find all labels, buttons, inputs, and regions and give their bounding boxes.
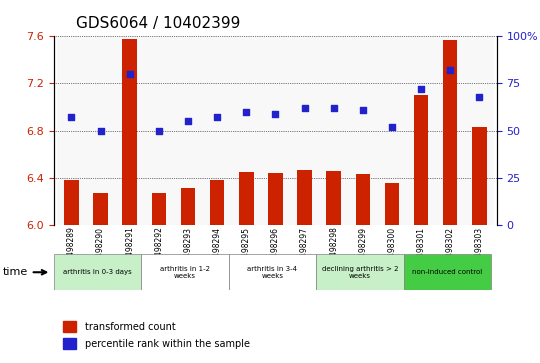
- FancyBboxPatch shape: [54, 254, 141, 290]
- Bar: [64, 180, 79, 225]
- Text: percentile rank within the sample: percentile rank within the sample: [85, 339, 250, 349]
- FancyBboxPatch shape: [229, 254, 316, 290]
- Point: [271, 111, 280, 117]
- Text: transformed count: transformed count: [85, 322, 176, 331]
- Point: [417, 86, 426, 92]
- Bar: [210, 180, 225, 225]
- Text: GSM1498290: GSM1498290: [96, 227, 105, 277]
- Text: GSM1498292: GSM1498292: [154, 227, 164, 277]
- Bar: [93, 193, 108, 225]
- Bar: [407, 36, 436, 225]
- Bar: [152, 193, 166, 225]
- Bar: [290, 36, 319, 225]
- Text: GSM1498302: GSM1498302: [446, 227, 455, 277]
- Bar: [239, 172, 254, 225]
- Bar: [348, 36, 377, 225]
- Bar: [202, 36, 232, 225]
- Bar: [465, 36, 494, 225]
- Text: GDS6064 / 10402399: GDS6064 / 10402399: [76, 16, 240, 31]
- Bar: [86, 36, 115, 225]
- Text: GSM1498291: GSM1498291: [125, 227, 134, 277]
- Bar: [414, 95, 428, 225]
- Point: [359, 107, 367, 113]
- Bar: [232, 36, 261, 225]
- Text: arthritis in 0-3 days: arthritis in 0-3 days: [63, 269, 132, 275]
- Point: [388, 124, 396, 130]
- Bar: [377, 36, 407, 225]
- Text: GSM1498298: GSM1498298: [329, 227, 338, 277]
- Text: arthritis in 1-2
weeks: arthritis in 1-2 weeks: [160, 266, 210, 279]
- Bar: [173, 36, 202, 225]
- Bar: [144, 36, 173, 225]
- Bar: [472, 127, 487, 225]
- Text: GSM1498294: GSM1498294: [213, 227, 221, 277]
- Point: [475, 94, 484, 99]
- Point: [154, 128, 163, 134]
- Text: GSM1498299: GSM1498299: [359, 227, 367, 277]
- Bar: [57, 36, 86, 225]
- Text: time: time: [3, 267, 46, 277]
- Text: GSM1498297: GSM1498297: [300, 227, 309, 277]
- Point: [184, 118, 192, 124]
- Bar: [355, 174, 370, 225]
- Bar: [297, 170, 312, 225]
- Point: [329, 105, 338, 111]
- Bar: [268, 173, 282, 225]
- Text: GSM1498289: GSM1498289: [67, 227, 76, 277]
- Point: [300, 105, 309, 111]
- Text: GSM1498300: GSM1498300: [387, 227, 396, 278]
- Point: [67, 115, 76, 121]
- Text: declining arthritis > 2
weeks: declining arthritis > 2 weeks: [322, 266, 398, 279]
- Bar: [181, 188, 195, 225]
- Text: arthritis in 3-4
weeks: arthritis in 3-4 weeks: [247, 266, 298, 279]
- FancyBboxPatch shape: [403, 254, 491, 290]
- Text: GSM1498301: GSM1498301: [416, 227, 426, 277]
- Point: [242, 109, 251, 115]
- Bar: [63, 338, 76, 349]
- Point: [213, 115, 221, 121]
- Bar: [261, 36, 290, 225]
- FancyBboxPatch shape: [316, 254, 403, 290]
- Bar: [123, 39, 137, 225]
- Point: [125, 71, 134, 77]
- Bar: [436, 36, 465, 225]
- Text: GSM1498295: GSM1498295: [242, 227, 251, 277]
- Text: GSM1498303: GSM1498303: [475, 227, 484, 278]
- Bar: [443, 40, 457, 225]
- Text: GSM1498293: GSM1498293: [184, 227, 192, 277]
- Point: [446, 68, 455, 73]
- Bar: [63, 321, 76, 332]
- Text: GSM1498296: GSM1498296: [271, 227, 280, 277]
- Bar: [115, 36, 144, 225]
- Bar: [326, 171, 341, 225]
- Bar: [319, 36, 348, 225]
- Point: [96, 128, 105, 134]
- Bar: [384, 183, 399, 225]
- FancyBboxPatch shape: [141, 254, 229, 290]
- Text: non-induced control: non-induced control: [412, 269, 482, 275]
